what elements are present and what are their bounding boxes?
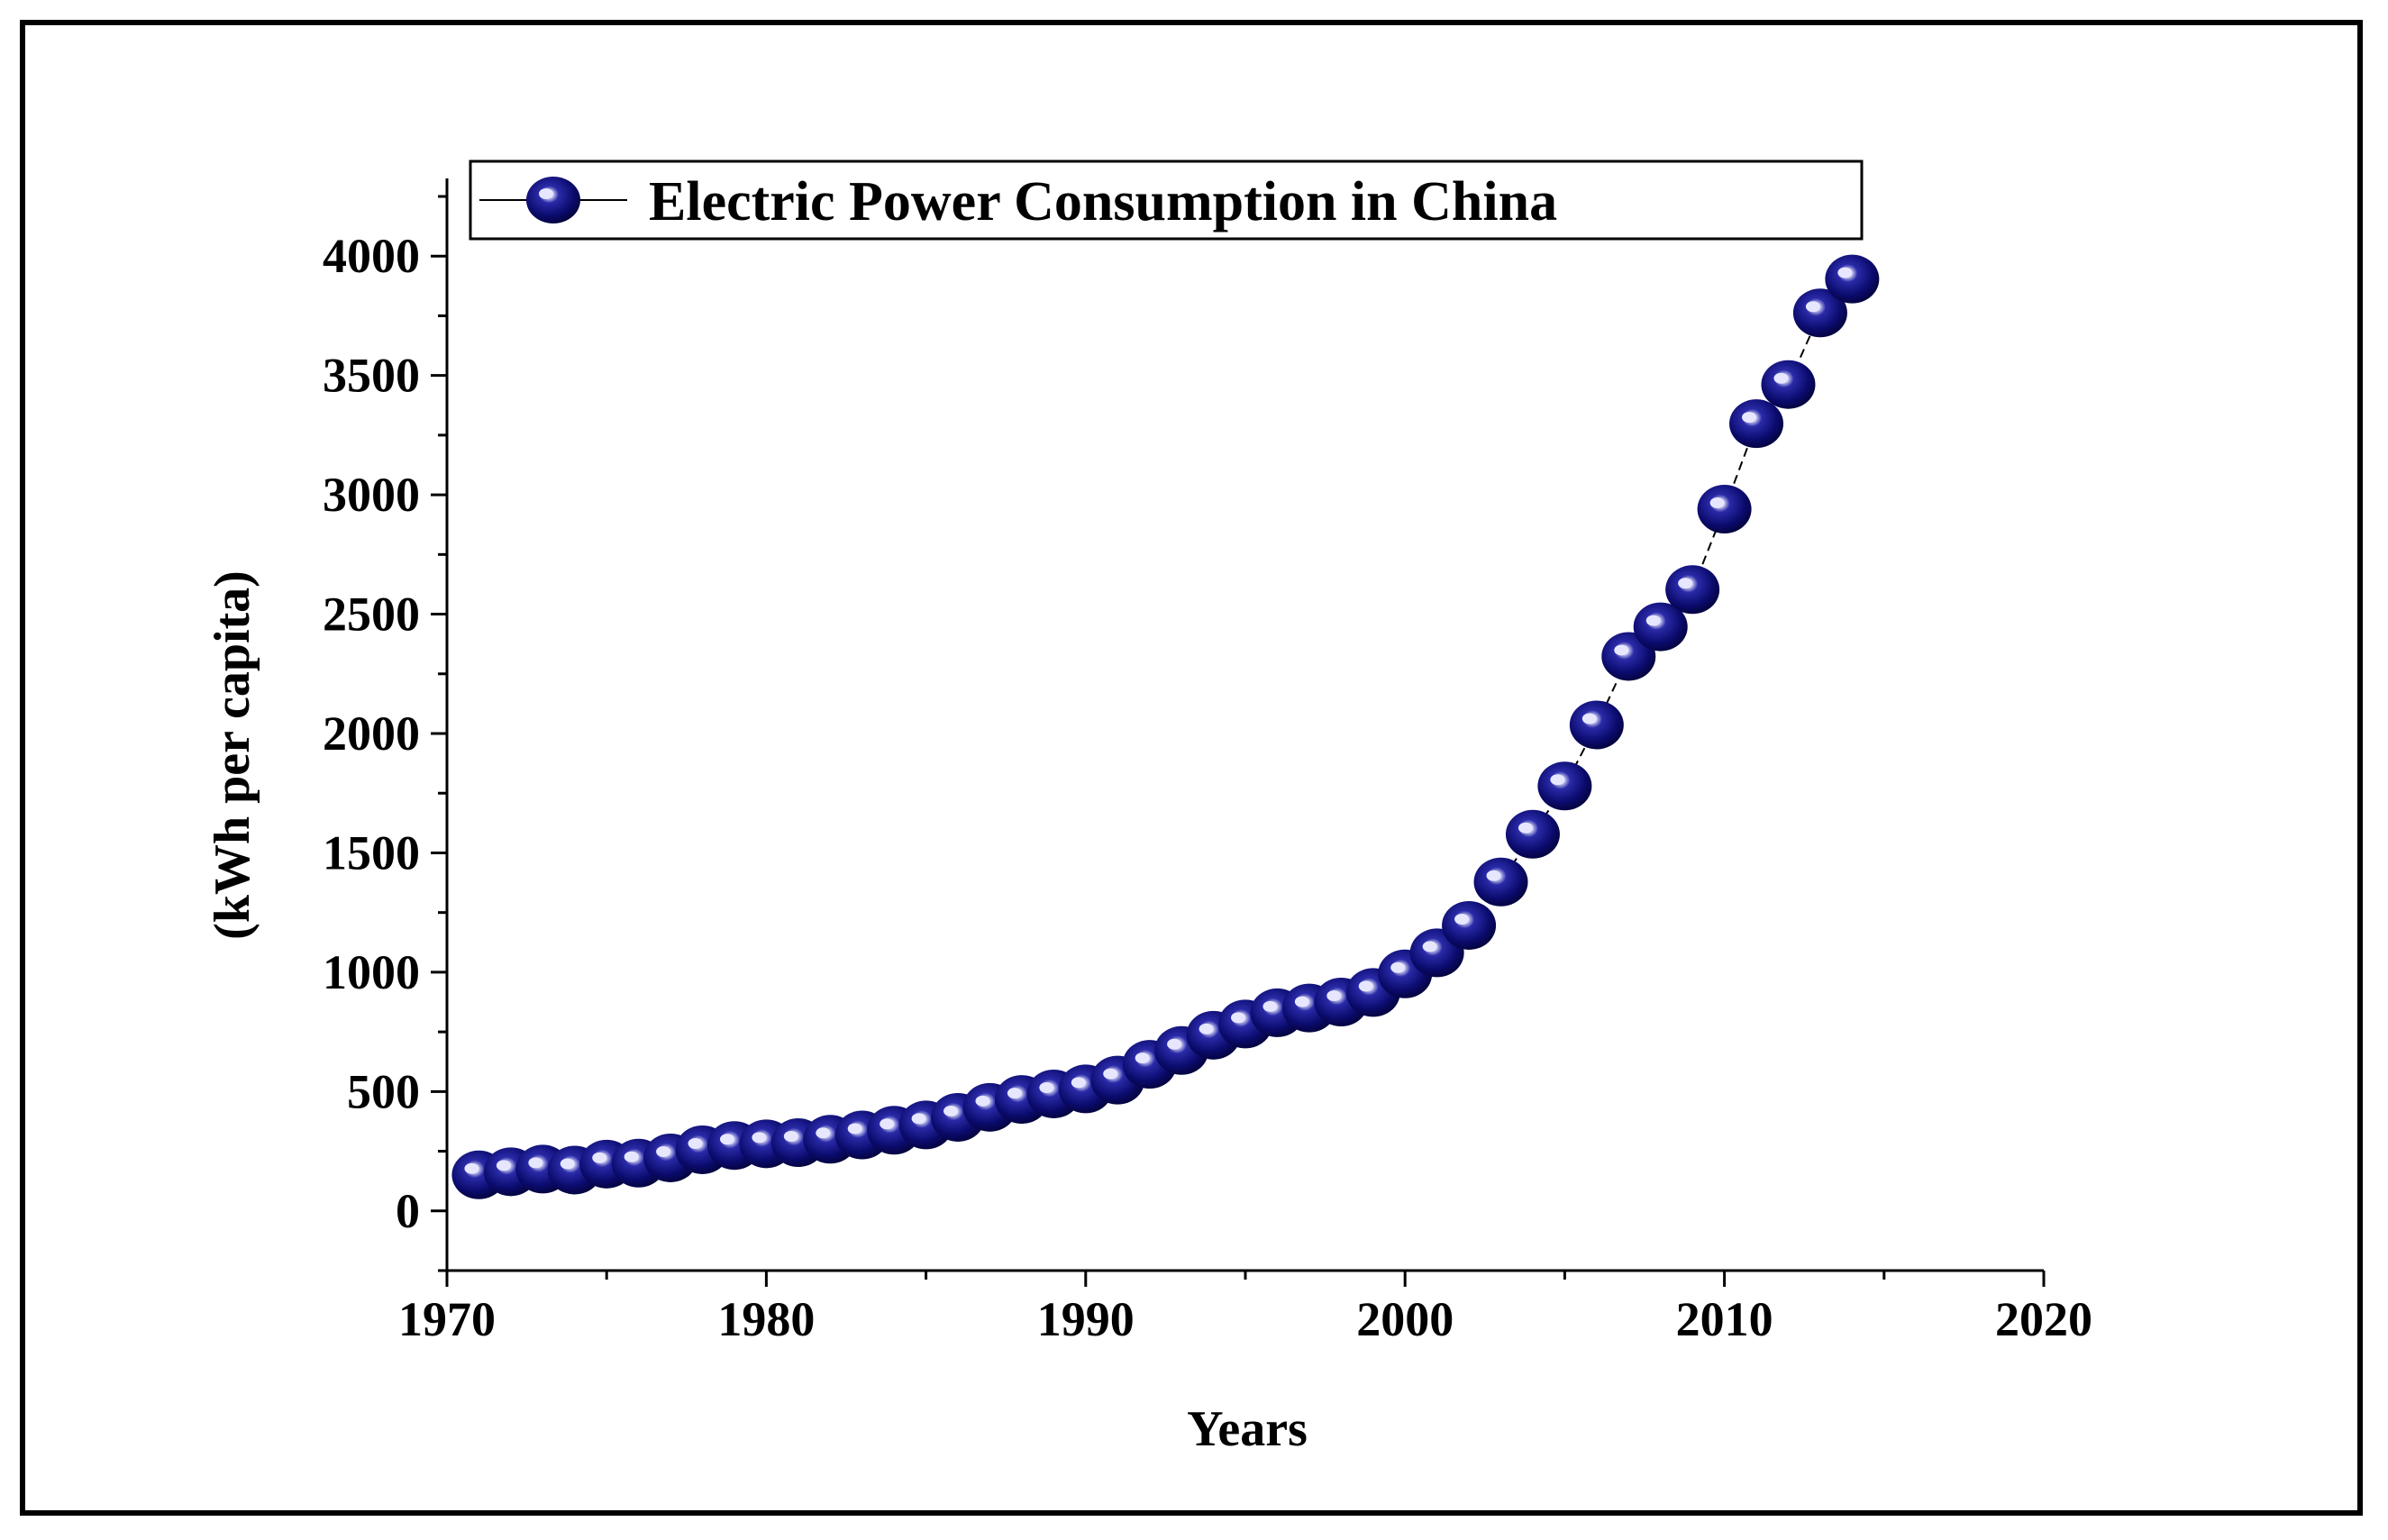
y-tick-label: 4000 [323, 229, 420, 283]
data-points [451, 254, 1880, 1199]
data-point-highlight [816, 1127, 831, 1139]
data-point-highlight [1390, 961, 1406, 973]
x-tick-label: 1990 [1037, 1292, 1135, 1346]
data-point-2008 [1633, 602, 1688, 652]
data-point-2002 [1442, 900, 1497, 950]
data-point-highlight [1103, 1068, 1118, 1080]
data-point-2003 [1473, 857, 1528, 907]
chart-frame: 1970 1980 1990 2000 2010 2020 0 500 1000 1500 2000… [20, 20, 2363, 1516]
data-point-2010 [1697, 485, 1752, 534]
data-point-highlight [1135, 1052, 1150, 1064]
data-point-highlight [943, 1105, 959, 1116]
x-tick-label: 1980 [717, 1292, 815, 1346]
x-tick-label: 1970 [398, 1292, 496, 1346]
y-tick-label: 2000 [323, 706, 420, 761]
data-point-highlight [1742, 412, 1757, 424]
legend-box [469, 159, 1864, 241]
data-point-2014 [1825, 254, 1880, 304]
data-point-highlight [975, 1095, 990, 1107]
data-point-highlight [592, 1152, 607, 1163]
data-point-highlight [1358, 980, 1373, 992]
legend-marker [526, 177, 580, 223]
y-tick-label: 3500 [323, 349, 420, 403]
data-point-highlight [1294, 996, 1309, 1007]
data-point-highlight [1231, 1012, 1245, 1024]
data-point-highlight [560, 1158, 575, 1170]
x-tick-label: 2010 [1676, 1292, 1773, 1346]
data-point-highlight [1071, 1077, 1086, 1089]
data-point-2005 [1537, 761, 1592, 811]
data-point-highlight [1614, 644, 1629, 656]
data-point-highlight [1837, 267, 1853, 278]
data-point-highlight [1454, 913, 1470, 925]
data-point-highlight [1422, 941, 1437, 952]
data-point-highlight [880, 1118, 895, 1130]
data-point-highlight [1039, 1081, 1054, 1093]
data-point-highlight [752, 1132, 767, 1144]
y-tick-label: 3000 [323, 468, 420, 522]
data-point-highlight [911, 1113, 926, 1125]
data-point-2013 [1792, 288, 1847, 338]
data-point-highlight [1773, 372, 1789, 384]
x-tick-label: 2000 [1356, 1292, 1454, 1346]
data-point-highlight [688, 1137, 703, 1149]
data-point-2006 [1569, 700, 1624, 750]
data-point-highlight [464, 1162, 479, 1174]
data-point-2009 [1665, 565, 1720, 615]
data-point-highlight [783, 1131, 798, 1143]
data-point-highlight [1709, 497, 1725, 509]
data-point-2004 [1505, 809, 1560, 859]
data-point-2011 [1729, 399, 1784, 449]
x-tick-label: 2020 [1995, 1292, 2092, 1346]
legend-label: Electric Power Consumption in China [649, 171, 1557, 232]
data-point-highlight [528, 1157, 543, 1169]
data-point-highlight [656, 1145, 671, 1157]
data-point-highlight [1645, 615, 1661, 626]
y-axis-label: (kWh per capita) [205, 570, 260, 940]
data-point-highlight [1262, 1000, 1278, 1012]
data-point-highlight [1486, 870, 1501, 881]
data-point-highlight [1167, 1038, 1182, 1050]
data-point-highlight [1581, 713, 1597, 724]
data-point-highlight [624, 1151, 639, 1162]
data-point-highlight [1805, 301, 1820, 313]
data-point-highlight [1326, 990, 1342, 1001]
y-tick-label: 1000 [323, 945, 420, 999]
data-point-highlight [1518, 822, 1533, 834]
y-tick-label: 2500 [323, 588, 420, 642]
data-point-highlight [1007, 1088, 1022, 1099]
data-point-2012 [1761, 360, 1816, 409]
axes: 1970 1980 1990 2000 2010 2020 0 500 1000 1500 2000… [323, 178, 2092, 1346]
data-point-highlight [847, 1123, 862, 1134]
y-tick-label: 0 [396, 1184, 420, 1238]
chart-svg: 1970 1980 1990 2000 2010 2020 0 500 1000 1500 2000… [205, 159, 2092, 1457]
legend-marker-highlight [539, 188, 553, 199]
data-point-highlight [1199, 1023, 1214, 1034]
legend: Electric Power Consumption in China [469, 159, 1864, 241]
data-point-highlight [1550, 774, 1565, 786]
y-tick-label: 1500 [323, 825, 420, 879]
data-point-highlight [1678, 578, 1693, 589]
data-point-highlight [719, 1134, 734, 1145]
x-axis-label: Years [1187, 1401, 1308, 1457]
y-tick-label: 500 [347, 1064, 420, 1118]
data-point-highlight [496, 1160, 511, 1171]
